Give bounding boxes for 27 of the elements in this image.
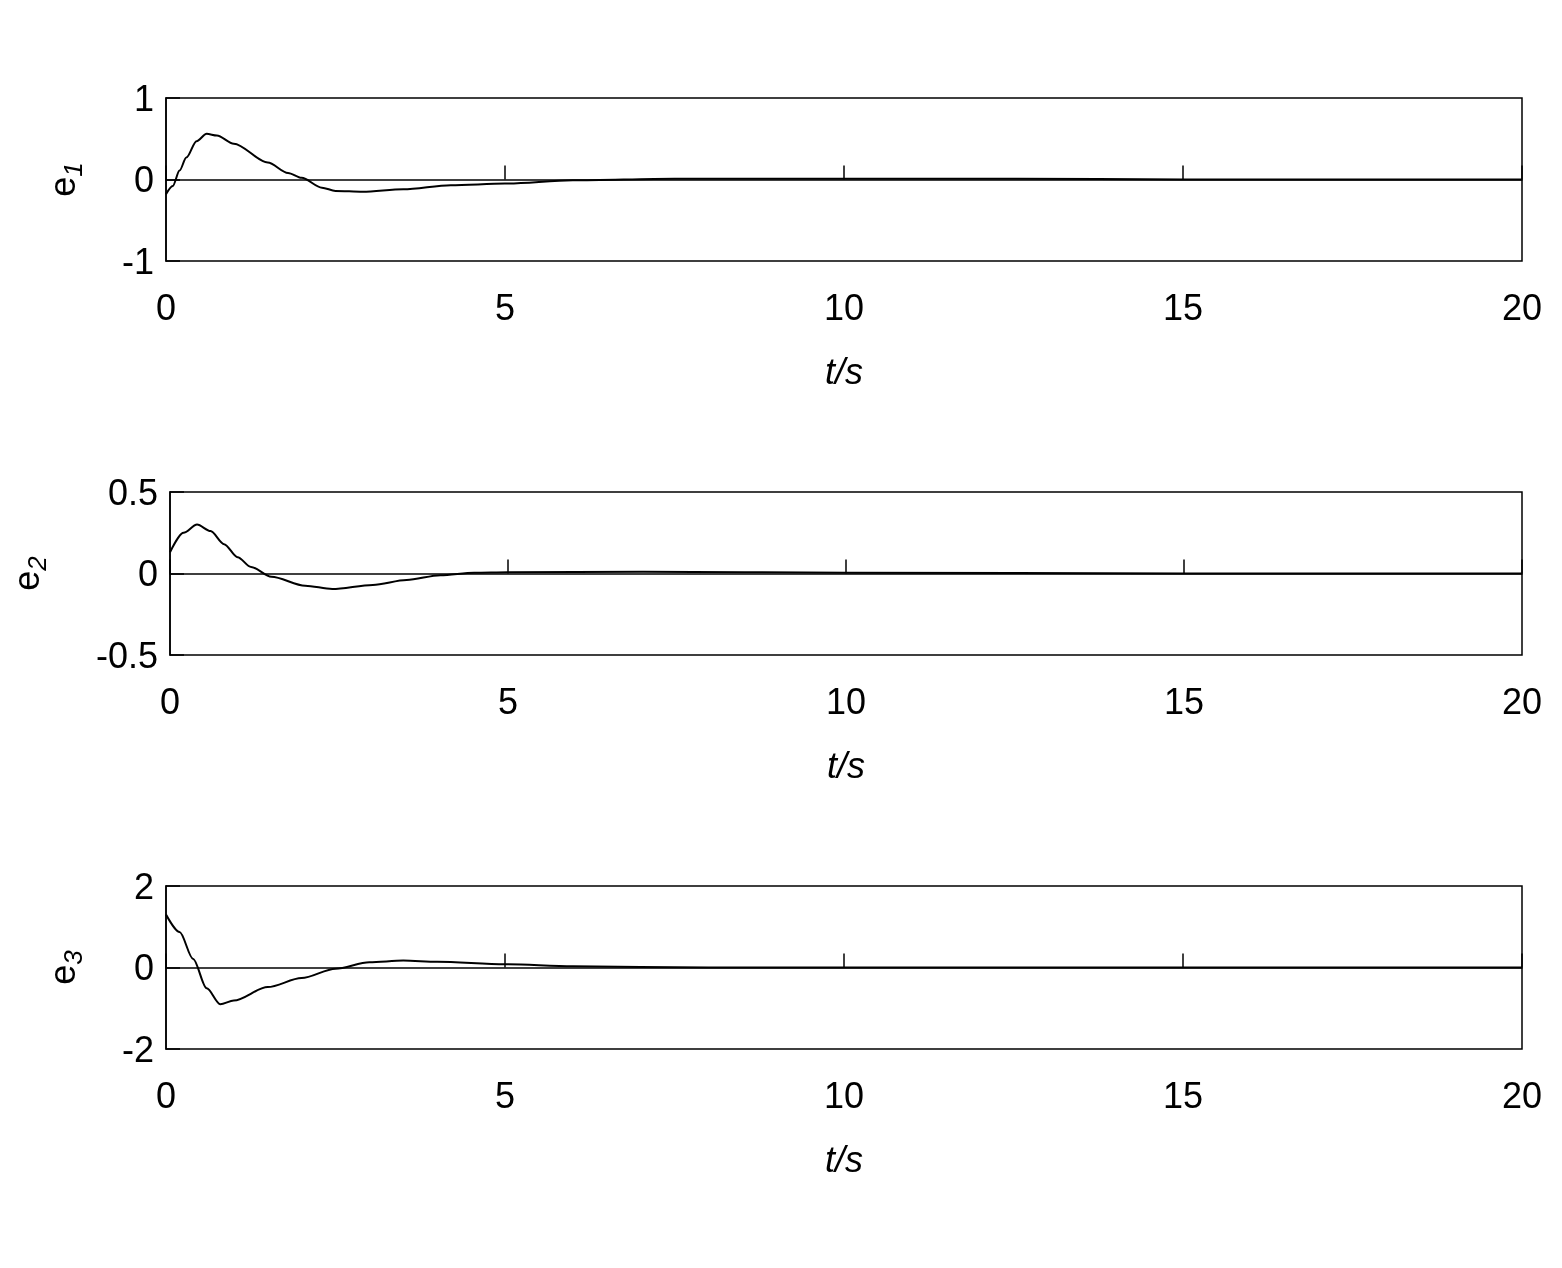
x-axis-title: t/s [826, 744, 866, 786]
x-tick-label: 10 [823, 1074, 865, 1116]
x-tick-label: 5 [497, 680, 519, 722]
x-tick-label: 20 [1501, 1074, 1543, 1116]
x-tick-label: 15 [1162, 1074, 1204, 1116]
x-axis-title: t/s [824, 350, 864, 392]
x-tick-label: 20 [1501, 680, 1543, 722]
y-tick-label: -0.5 [95, 634, 158, 676]
x-tick-label: 20 [1501, 286, 1543, 328]
y-tick-label: 0 [133, 159, 154, 200]
y-tick-label: 0 [137, 553, 158, 594]
y-tick-label: 0.5 [107, 471, 158, 513]
y-axis-title: e3 [41, 949, 88, 985]
x-tick-label: 10 [823, 286, 865, 328]
x-tick-label: 15 [1163, 680, 1205, 722]
y-tick-label: 0 [133, 947, 154, 988]
y-axis-title: e1 [41, 162, 88, 197]
y-tick-label: 1 [133, 77, 154, 119]
y-axis-title: e2 [5, 555, 52, 591]
x-tick-label: 5 [494, 286, 516, 328]
x-tick-label: 10 [825, 680, 867, 722]
y-tick-label: -1 [121, 240, 154, 282]
x-axis-title: t/s [824, 1138, 864, 1180]
y-tick-label: -2 [121, 1028, 154, 1070]
y-tick-label: 2 [133, 865, 154, 907]
x-tick-label: 15 [1162, 286, 1204, 328]
x-tick-label: 5 [494, 1074, 516, 1116]
